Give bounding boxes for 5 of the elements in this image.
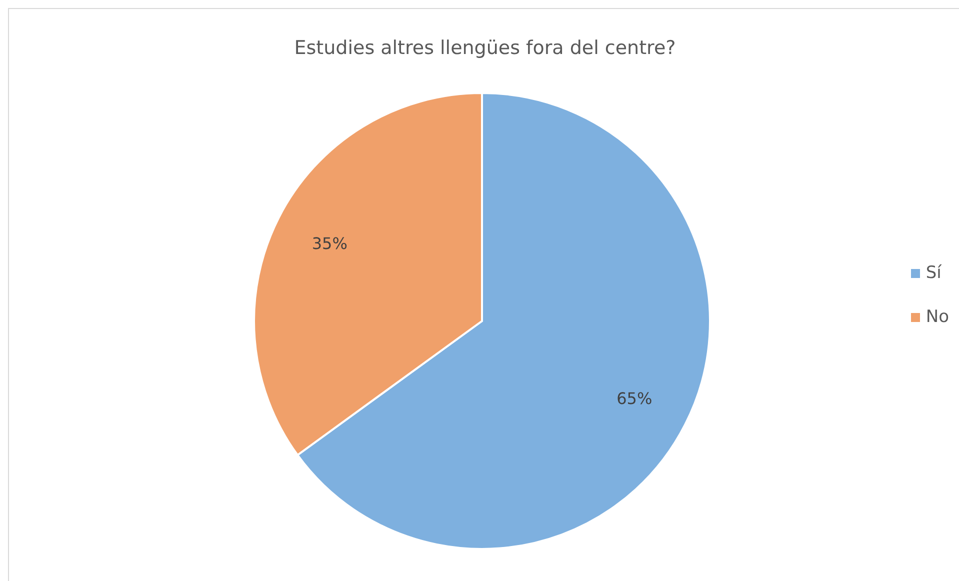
data-label: 65% <box>616 389 652 408</box>
data-label: 35% <box>312 234 348 253</box>
legend-label: Sí <box>926 262 942 285</box>
chart-title: Estudies altres llengües fora del centre? <box>294 37 676 59</box>
legend-label: No <box>926 306 949 329</box>
